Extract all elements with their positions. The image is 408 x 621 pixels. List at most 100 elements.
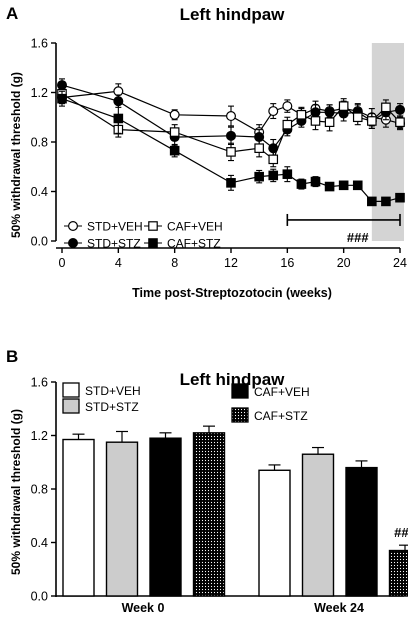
category-label: Week 24 [314,601,364,615]
chart-a-ylabel: 50% withdrawal threshold (g) [9,72,23,238]
data-point [226,130,237,141]
data-point [395,104,406,115]
y-tick-label: 1.6 [31,376,48,390]
legend: STD+VEH CAF+VEH STD+STZ CAF+STZ [64,220,223,251]
legend-swatch [62,398,80,414]
legend-label: CAF+VEH [167,220,223,234]
bar-STD+STZ [301,453,335,597]
data-point [352,180,363,191]
legend-swatch [231,383,249,399]
data-point [169,145,180,156]
legend-swatch [231,407,249,423]
y-tick-label: 0.8 [31,136,48,150]
y-tick-label: 0.4 [31,536,48,550]
data-point [296,179,307,189]
legend-item-CAF+VEH: CAF+VEH [144,220,223,234]
legend-swatch [62,382,80,398]
legend-item-STD+VEH: STD+VEH [62,382,141,398]
data-point [296,109,307,120]
category-week-0: Week 0 [62,425,226,615]
data-point [282,101,293,112]
y-tick-label: 0.4 [31,185,48,199]
chart-b-ylabel: 50% withdrawal threshold (g) [9,409,23,575]
legend-item-STD+STZ: STD+STZ [62,398,139,414]
x-tick-label: 4 [115,256,122,270]
data-point [226,178,236,188]
y-tick-label: 1.2 [31,429,48,443]
x-tick-label: 12 [224,256,238,270]
data-point [352,112,363,123]
legend-item-CAF+STZ: CAF+STZ [231,407,308,423]
x-tick-label: 16 [280,256,294,270]
data-point [226,111,237,122]
panel-label-a: A [6,4,18,23]
legend-item-STD+STZ: STD+STZ [64,237,141,251]
x-tick-label: 24 [393,256,407,270]
category-week-24: Week 24 [258,446,408,615]
bar-CAF+STZ [192,432,226,597]
data-point [310,116,321,126]
legend-item-CAF+STZ: CAF+STZ [144,237,221,251]
chart-a-title: Left hindpaw [180,5,286,24]
chart-b-title: Left hindpaw [180,370,286,389]
data-point [381,196,391,207]
data-point [254,171,264,182]
shaded-region [371,43,404,241]
data-point [169,127,180,137]
series-CAF+STZ [57,90,405,207]
bar-CAF+STZ [388,549,408,597]
y-tick-label: 0.8 [31,483,48,497]
data-point [169,109,180,120]
data-point [57,93,67,104]
bar-STD+STZ [105,441,139,597]
data-point [282,169,293,179]
panel-label-b: B [6,347,18,366]
data-point [324,117,335,127]
data-point [282,119,293,130]
legend-label: STD+STZ [87,237,141,251]
data-point [226,147,236,157]
y-tick-label: 1.2 [31,86,48,100]
legend-label: STD+STZ [85,400,139,414]
bar-STD+VEH [258,469,291,597]
data-point [268,154,279,165]
data-point [324,181,335,192]
bar-CAF+VEH [345,466,378,597]
data-point [367,196,377,207]
data-point [113,113,124,124]
legend: STD+VEH STD+STZ CAF+VEH CAF+STZ [62,382,310,423]
data-point [367,116,377,126]
data-point [381,102,391,113]
chart-a-xlabel: Time post-Streptozotocin (weeks) [132,286,332,300]
legend-item-STD+VEH: STD+VEH [64,220,143,234]
legend-marker [148,238,158,248]
x-tick-label: 8 [171,256,178,270]
bar-STD+VEH [62,438,95,597]
data-point [113,86,124,97]
data-point [395,117,405,127]
legend-label: STD+VEH [87,220,143,234]
x-tick-label: 20 [337,256,351,270]
data-point [310,176,321,187]
data-point [338,180,349,191]
legend-label: CAF+STZ [167,237,221,251]
significance-label: ### [394,525,408,540]
legend-label: CAF+STZ [254,409,308,423]
data-point [254,143,264,153]
legend-marker [67,238,78,249]
data-point [395,192,405,203]
chart-a: 0.0 0.4 0.8 1.2 1.6 0 4 8 12 16 20 24 ### STD+VEH CAF+… [31,37,407,271]
legend-label: STD+VEH [85,384,141,398]
y-tick-label: 1.6 [31,37,48,51]
data-point [268,106,279,117]
legend-item-CAF+VEH: CAF+VEH [231,383,310,399]
x-tick-label: 0 [59,256,66,270]
y-tick-label: 0.0 [31,235,48,249]
data-point [268,170,279,181]
category-label: Week 0 [122,601,165,615]
bar-CAF+VEH [149,437,182,597]
legend-marker [67,221,78,232]
legend-label: CAF+VEH [254,385,310,399]
